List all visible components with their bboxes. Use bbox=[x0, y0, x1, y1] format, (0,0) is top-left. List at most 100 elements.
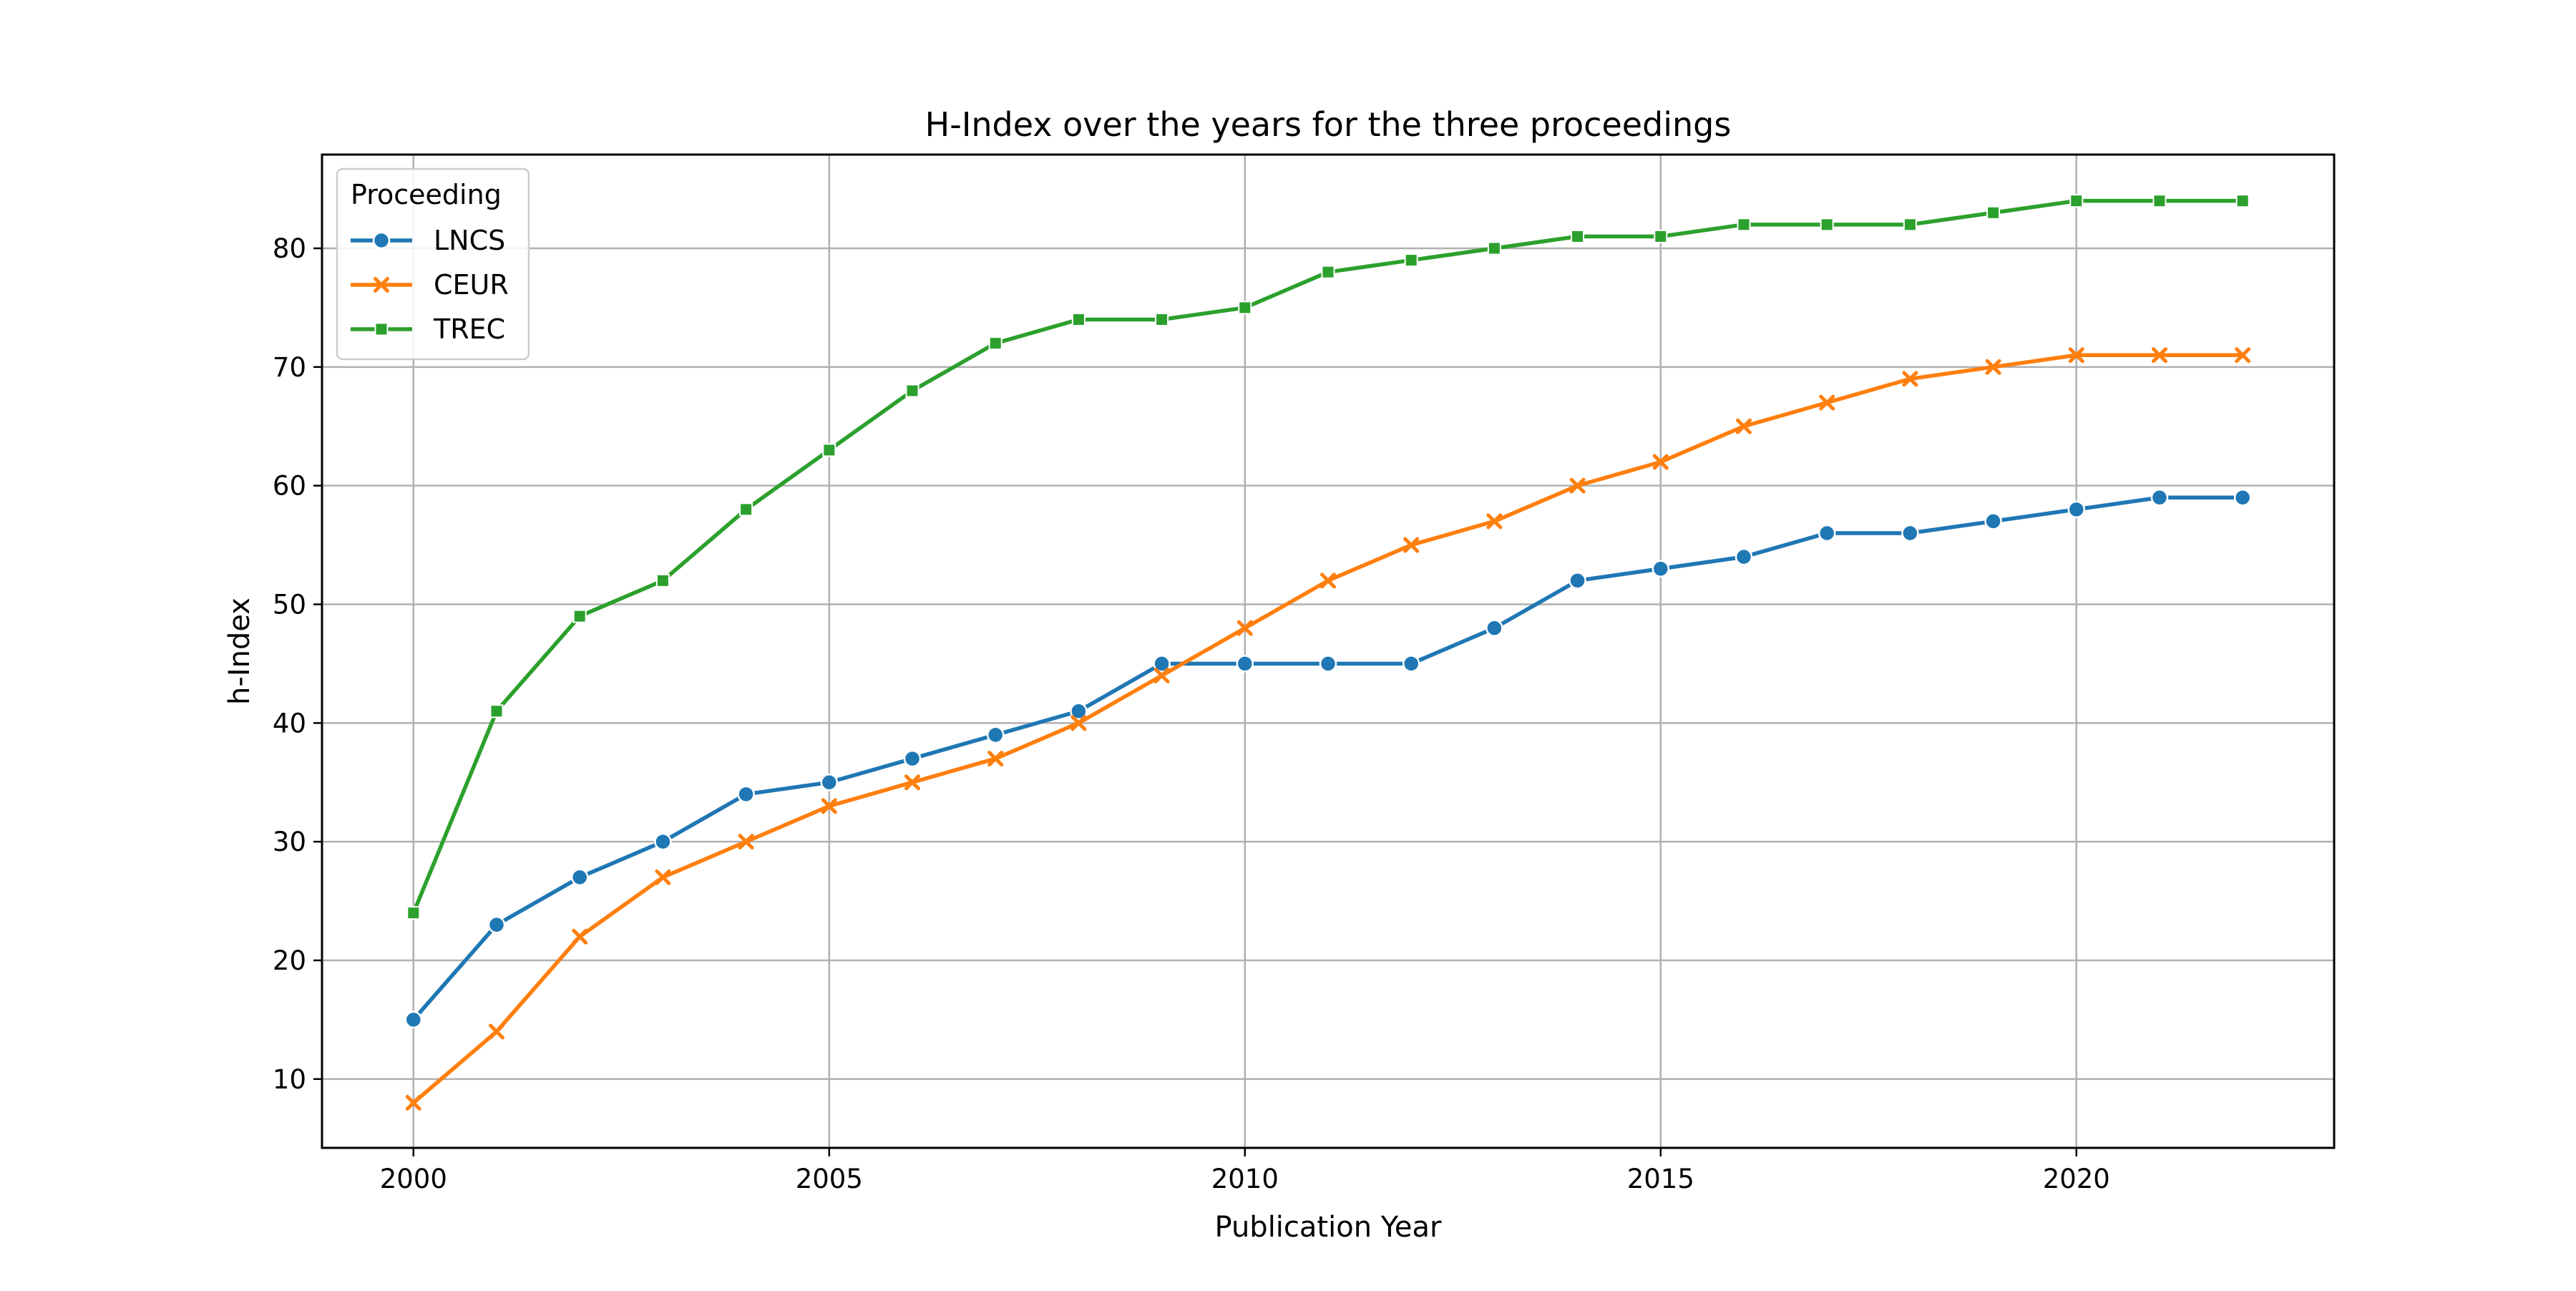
data-point-trec bbox=[1238, 301, 1252, 315]
data-point-lncs bbox=[903, 749, 922, 768]
y-tick-label: 80 bbox=[273, 233, 306, 264]
legend-label-trec: TREC bbox=[433, 313, 505, 345]
x-tick-label: 2000 bbox=[380, 1164, 447, 1194]
data-point-ceur bbox=[1652, 454, 1669, 470]
legend-marker-lncs bbox=[372, 231, 391, 250]
data-point-trec bbox=[988, 336, 1002, 351]
data-point-trec bbox=[822, 443, 836, 457]
y-tick-label: 70 bbox=[273, 352, 306, 383]
data-point-lncs bbox=[1319, 655, 1337, 673]
data-point-ceur bbox=[738, 834, 754, 850]
data-point-trec bbox=[1820, 218, 1834, 232]
data-point-lncs bbox=[1818, 524, 1836, 542]
data-point-ceur bbox=[572, 928, 588, 945]
data-point-ceur bbox=[655, 869, 671, 885]
data-point-ceur bbox=[1236, 620, 1253, 636]
data-point-lncs bbox=[404, 1010, 423, 1029]
axis-ticks: 2000 2005 2010 2015 2020 10 20 30 40 50 60 70 80 bbox=[273, 233, 2110, 1194]
y-tick-label: 30 bbox=[273, 827, 306, 857]
data-point-ceur bbox=[405, 1094, 421, 1111]
legend-marker-trec bbox=[374, 322, 389, 336]
series-trec bbox=[406, 194, 2250, 920]
data-point-ceur bbox=[987, 751, 1004, 767]
data-point-ceur bbox=[1902, 371, 1918, 387]
data-point-ceur bbox=[821, 798, 837, 814]
data-point-lncs bbox=[1402, 655, 1420, 673]
data-point-lncs bbox=[1070, 702, 1088, 720]
data-point-trec bbox=[2152, 194, 2167, 208]
data-point-lncs bbox=[1568, 572, 1586, 590]
x-axis-label: Publication Year bbox=[1215, 1211, 1442, 1244]
data-point-ceur bbox=[2151, 347, 2167, 364]
legend-marker-ceur bbox=[374, 277, 389, 293]
data-point-ceur bbox=[1569, 477, 1586, 494]
series-ceur bbox=[405, 347, 2251, 1111]
data-point-trec bbox=[1571, 229, 1585, 243]
data-point-lncs bbox=[1485, 619, 1503, 637]
data-point-ceur bbox=[1735, 418, 1752, 434]
data-point-ceur bbox=[2068, 347, 2084, 364]
data-point-lncs bbox=[1652, 560, 1670, 578]
data-point-trec bbox=[406, 906, 421, 920]
data-point-lncs bbox=[2067, 500, 2086, 519]
y-tick-label: 10 bbox=[273, 1064, 306, 1095]
data-point-lncs bbox=[570, 868, 589, 887]
series-lines bbox=[404, 194, 2252, 1111]
data-point-trec bbox=[1986, 205, 2001, 220]
data-point-ceur bbox=[1153, 667, 1170, 683]
x-tick-label: 2010 bbox=[1211, 1164, 1279, 1194]
data-point-lncs bbox=[1735, 547, 1753, 566]
data-point-ceur bbox=[1486, 513, 1503, 530]
plot-frame bbox=[321, 153, 2336, 1149]
data-point-lncs bbox=[654, 832, 672, 851]
data-point-lncs bbox=[820, 773, 839, 791]
data-point-trec bbox=[572, 609, 587, 623]
data-point-ceur bbox=[1985, 359, 2001, 375]
data-point-lncs bbox=[1153, 655, 1171, 673]
data-point-lncs bbox=[1901, 524, 1919, 542]
data-point-trec bbox=[739, 502, 753, 517]
data-point-trec bbox=[905, 384, 919, 398]
data-point-lncs bbox=[2150, 488, 2169, 507]
data-point-lncs bbox=[737, 785, 755, 804]
data-point-trec bbox=[655, 573, 670, 588]
y-tick-label: 50 bbox=[273, 589, 306, 620]
data-point-trec bbox=[1737, 218, 1751, 232]
data-point-ceur bbox=[1819, 394, 1835, 411]
data-point-trec bbox=[1321, 265, 1335, 279]
chart-title: H-Index over the years for the three pro… bbox=[925, 105, 1732, 144]
x-tick-label: 2015 bbox=[1627, 1164, 1694, 1194]
data-point-trec bbox=[1404, 253, 1418, 268]
series-lncs bbox=[404, 488, 2252, 1029]
legend-entries: LNCS CEUR TREC bbox=[351, 225, 509, 345]
data-point-lncs bbox=[1984, 512, 2002, 530]
legend-title: Proceeding bbox=[351, 179, 502, 210]
legend: Proceeding LNCS CEUR TREC bbox=[336, 167, 530, 361]
data-point-lncs bbox=[2233, 488, 2252, 507]
legend-label-lncs: LNCS bbox=[434, 225, 505, 256]
data-point-lncs bbox=[1236, 655, 1254, 673]
data-point-trec bbox=[489, 704, 504, 718]
data-point-ceur bbox=[1403, 537, 1420, 553]
data-point-ceur bbox=[489, 1023, 505, 1040]
legend-label-ceur: CEUR bbox=[434, 269, 509, 301]
data-point-lncs bbox=[487, 915, 506, 934]
y-axis-label: h-Index bbox=[223, 598, 256, 705]
data-point-lncs bbox=[986, 726, 1005, 744]
data-point-trec bbox=[1487, 241, 1501, 255]
x-tick-label: 2005 bbox=[796, 1164, 863, 1194]
data-point-trec bbox=[1903, 218, 1917, 232]
data-point-ceur bbox=[2235, 347, 2251, 364]
data-point-trec bbox=[2235, 194, 2250, 208]
y-tick-label: 40 bbox=[273, 708, 306, 739]
y-tick-label: 60 bbox=[273, 471, 306, 502]
data-point-trec bbox=[1155, 313, 1169, 327]
data-point-trec bbox=[1071, 313, 1085, 327]
data-point-ceur bbox=[904, 774, 921, 791]
x-tick-label: 2020 bbox=[2043, 1164, 2110, 1194]
data-point-trec bbox=[2069, 194, 2084, 208]
legend-box bbox=[336, 167, 530, 361]
y-tick-label: 20 bbox=[273, 945, 306, 976]
